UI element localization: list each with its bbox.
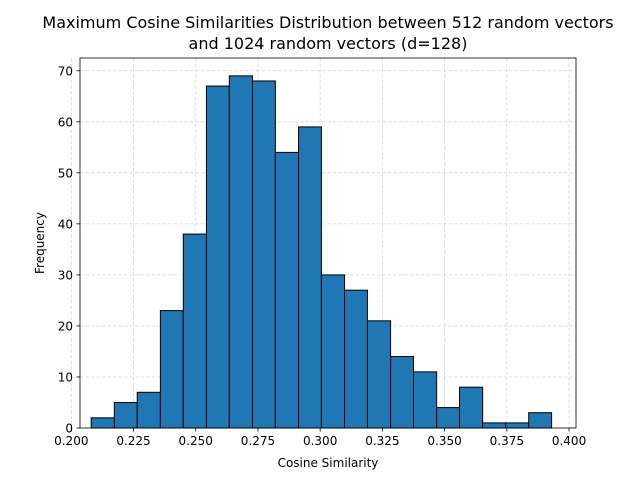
y-tick-label: 40 [58,217,73,231]
chart-title-line-1: Maximum Cosine Similarities Distribution… [42,13,613,32]
y-tick-label: 0 [65,422,73,436]
histogram-bar [228,75,253,429]
x-tick-label: 0.350 [427,434,461,448]
histogram-bar [274,151,300,429]
x-tick-label: 0.325 [365,434,399,448]
y-tick-label: 10 [58,370,73,384]
histogram-bar [182,233,207,429]
plot-frame [79,57,577,429]
y-tick-label: 30 [58,268,73,282]
x-tick-label: 0.225 [116,434,150,448]
histogram-bar [251,80,276,429]
x-tick-label: 0.300 [303,434,337,448]
histogram-bar [298,126,322,429]
x-tick-label: 0.200 [54,434,88,448]
histogram-bar [436,407,461,429]
chart-title-line-2: and 1024 random vectors (d=128) [189,34,468,53]
histogram-bar [412,371,438,429]
histogram-bar [136,391,161,429]
histogram-bar [505,422,530,429]
histogram-bar [113,401,138,429]
x-tick-label: 0.400 [552,434,586,448]
y-tick-label: 70 [58,64,73,78]
y-tick-label: 20 [58,319,73,333]
histogram-bar [390,356,414,429]
histogram-bar [528,412,553,429]
histogram-bar [159,310,184,429]
histogram-bar [459,386,484,429]
y-tick-label: 50 [58,166,73,180]
y-tick-label: 60 [58,115,73,129]
histogram-bar [320,274,346,429]
histogram-bar [205,85,230,429]
x-axis-label: Cosine Similarity [278,456,379,470]
histogram-bars [90,75,553,429]
histogram-bar [344,289,368,429]
axis-ticks: 0.200 0.225 0.250 0.275 0.300 0.325 0.350 0.375… [54,64,586,448]
histogram-bar [366,320,392,429]
y-axis-label: Frequency [33,212,47,274]
histogram-bar [482,422,507,429]
x-tick-label: 0.250 [179,434,213,448]
x-tick-label: 0.375 [490,434,524,448]
x-tick-label: 0.275 [241,434,275,448]
histogram-bar [90,417,115,429]
